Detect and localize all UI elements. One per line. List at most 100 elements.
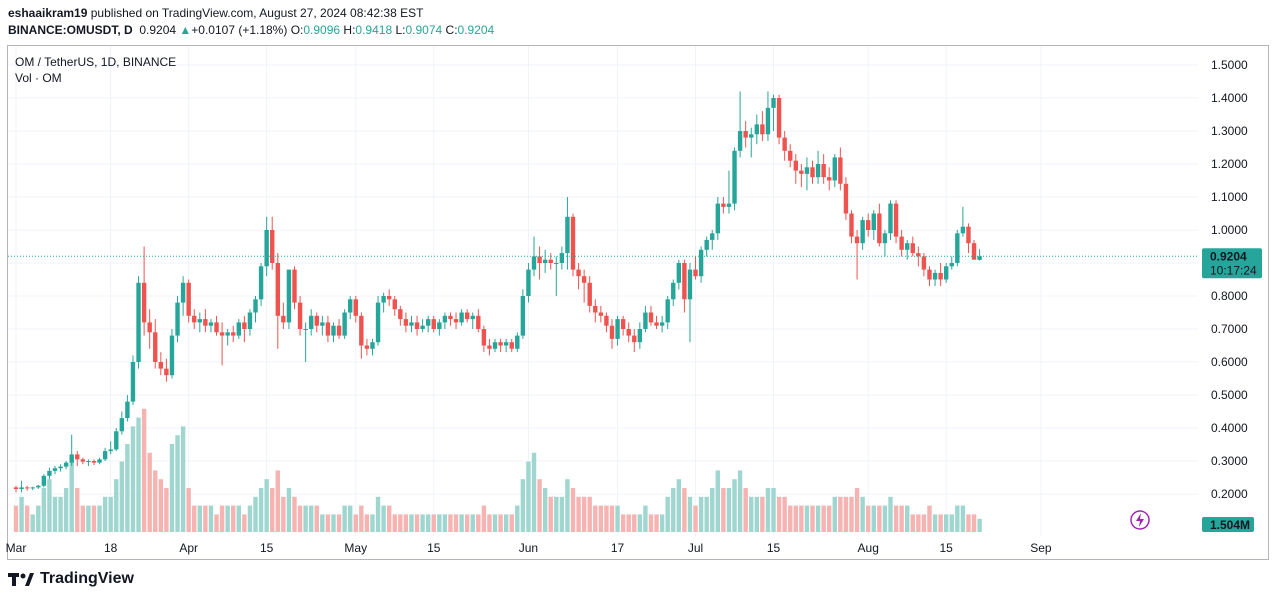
candle-body <box>687 269 693 300</box>
volume-bar <box>297 505 303 532</box>
volume-bar <box>58 496 63 532</box>
volume-bar <box>754 496 760 532</box>
volume-bar <box>637 514 643 532</box>
volume-bar <box>520 479 526 532</box>
volume-bar <box>425 514 431 532</box>
candle-body <box>565 216 570 254</box>
candle-body <box>704 239 709 250</box>
candle-body <box>693 269 698 277</box>
candle-body <box>52 468 58 471</box>
candle-body <box>453 319 459 323</box>
y-tick-label: 0.4000 <box>1211 421 1248 435</box>
candle-body <box>682 263 687 300</box>
volume-bar <box>537 479 542 532</box>
volume-bar <box>303 505 308 532</box>
candle-body <box>236 322 241 336</box>
candle-body <box>80 459 86 462</box>
y-tick-label: 0.3000 <box>1211 454 1248 468</box>
volume-bar <box>153 470 158 532</box>
candle-body <box>721 203 726 207</box>
close-value: 0.9204 <box>457 23 495 37</box>
volume-bar <box>526 461 531 532</box>
volume-label: 1.504M <box>1210 518 1250 532</box>
volume-bar <box>24 505 30 532</box>
volume-bar <box>147 452 152 532</box>
volume-bar <box>386 505 392 532</box>
candle-body <box>281 315 286 323</box>
volume-bar <box>225 505 230 532</box>
publisher-name[interactable]: eshaaikram19 <box>8 6 88 20</box>
volume-bar <box>838 496 843 532</box>
volume-bar <box>30 514 35 532</box>
candle-body <box>225 332 230 336</box>
candle-body <box>765 107 771 135</box>
chart-legend: OM / TetherUS, 1D, BINANCE Vol · OM <box>15 54 176 86</box>
y-tick-label: 1.1000 <box>1211 190 1248 204</box>
candle-body <box>292 269 297 303</box>
x-tick-label: Mar <box>6 541 27 555</box>
candle-body <box>793 160 798 171</box>
footer-brand: TradingView <box>40 570 134 587</box>
volume-bar <box>448 514 453 532</box>
candle-body <box>398 309 403 320</box>
candle-body <box>659 322 665 326</box>
volume-bar <box>570 488 576 532</box>
candle-body <box>431 319 436 329</box>
candle-body <box>927 269 932 280</box>
candle-body <box>509 342 514 349</box>
lightning-bolt-icon <box>1136 513 1144 527</box>
candle-body <box>771 98 776 108</box>
candle-body <box>459 312 464 323</box>
volume-bar <box>849 496 854 532</box>
candle-body <box>888 203 893 234</box>
candle-body <box>97 459 102 463</box>
volume-bar <box>41 488 47 532</box>
volume-bar <box>832 496 837 532</box>
volume-bar <box>264 479 269 532</box>
candle-body <box>515 335 520 349</box>
candle-body <box>665 299 670 323</box>
candle-body <box>492 342 498 349</box>
volume-bar <box>659 514 665 532</box>
candle-body <box>498 342 503 346</box>
candle-body <box>420 325 425 329</box>
volume-bar <box>192 505 197 532</box>
volume-bar <box>47 479 52 532</box>
tradingview-footer[interactable]: TradingView <box>8 570 134 588</box>
volume-bar <box>710 488 715 532</box>
volume-bar <box>843 496 849 532</box>
volume-bar <box>609 505 615 532</box>
volume-bar <box>927 505 932 532</box>
candle-body <box>348 299 353 313</box>
volume-bar <box>487 514 492 532</box>
volume-bar <box>314 505 319 532</box>
volume-bar <box>253 496 258 532</box>
volume-bar <box>420 514 425 532</box>
candle-body <box>871 213 876 230</box>
volume-bar <box>375 496 381 532</box>
candle-body <box>971 243 977 260</box>
volume-bar <box>437 514 442 532</box>
volume-bar <box>180 426 186 532</box>
candle-body <box>559 253 565 263</box>
candle-body <box>710 233 715 240</box>
candle-body <box>615 319 620 339</box>
candle-body <box>147 322 152 333</box>
open-value: 0.9096 <box>303 23 341 37</box>
candle-body <box>63 462 69 467</box>
candle-body <box>258 266 264 300</box>
y-tick-label: 0.5000 <box>1211 388 1248 402</box>
candle-body <box>24 487 30 489</box>
candle-body <box>403 319 409 326</box>
volume-bar <box>698 496 704 532</box>
volume-bar <box>481 505 487 532</box>
volume-bar <box>320 514 325 532</box>
candle-body <box>414 322 420 329</box>
candle-body <box>320 322 325 326</box>
volume-bar <box>331 514 336 532</box>
volume-bar <box>682 488 687 532</box>
candle-body <box>75 454 80 460</box>
volume-bar <box>921 514 927 532</box>
volume-bar <box>542 488 548 532</box>
